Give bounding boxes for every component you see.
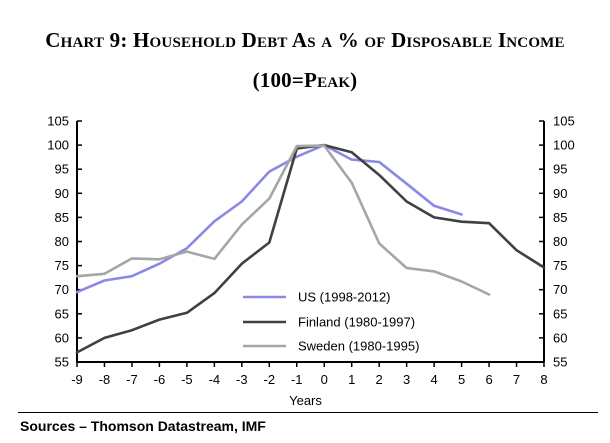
y-tick-label-right: 90 [553, 186, 567, 201]
x-tick-label: 6 [485, 372, 492, 387]
legend-label-1: Finland (1980-1997) [298, 315, 415, 330]
y-tick-label-left: 85 [55, 210, 69, 225]
sources-note: Sources – Thomson Datastream, IMF [20, 418, 266, 434]
x-tick-label: -5 [181, 372, 193, 387]
y-tick-label-right: 95 [553, 162, 567, 177]
x-tick-label: -1 [291, 372, 303, 387]
chart-subtitle: (100=Peak) [252, 68, 358, 92]
y-tick-label-left: 100 [47, 138, 69, 153]
y-tick-label-right: 85 [553, 210, 567, 225]
footer-rule [18, 412, 598, 413]
y-tick-label-right: 80 [553, 234, 567, 249]
x-tick-label: -8 [99, 372, 111, 387]
y-tick-label-left: 95 [55, 162, 69, 177]
x-tick-label: -9 [71, 372, 83, 387]
x-tick-label: -6 [154, 372, 166, 387]
x-tick-label: -7 [126, 372, 138, 387]
y-tick-label-right: 100 [553, 138, 575, 153]
y-tick-label-right: 65 [553, 306, 567, 321]
x-tick-label: 1 [348, 372, 355, 387]
y-tick-label-left: 75 [55, 258, 69, 273]
y-tick-label-left: 80 [55, 234, 69, 249]
x-tick-label: 4 [431, 372, 438, 387]
x-tick-label: 2 [376, 372, 383, 387]
x-tick-label: 0 [321, 372, 328, 387]
legend-label-0: US (1998-2012) [298, 290, 391, 305]
x-tick-label: -4 [209, 372, 221, 387]
y-tick-label-left: 70 [55, 282, 69, 297]
y-tick-label-right: 55 [553, 355, 567, 370]
x-tick-label: -3 [236, 372, 248, 387]
x-tick-label: 5 [458, 372, 465, 387]
series-line-0 [75, 143, 463, 294]
series-line-2 [75, 144, 491, 296]
y-tick-label-right: 60 [553, 330, 567, 345]
x-tick-label: 7 [513, 372, 520, 387]
y-tick-label-left: 55 [55, 355, 69, 370]
series-lines [75, 143, 546, 354]
y-tick-label-left: 60 [55, 330, 69, 345]
y-tick-label-right: 75 [553, 258, 567, 273]
y-tick-label-left: 65 [55, 306, 69, 321]
y-tick-label-left: 105 [47, 114, 69, 129]
y-tick-label-right: 70 [553, 282, 567, 297]
y-tick-label-left: 90 [55, 186, 69, 201]
x-tick-label: 3 [403, 372, 410, 387]
chart-title: Chart 9: Household Debt As a % of Dispos… [45, 28, 565, 52]
x-axis-label: Years [289, 393, 322, 408]
legend: US (1998-2012) Finland (1980-1997) Sweden … [243, 290, 419, 354]
x-tick-label: 8 [540, 372, 547, 387]
y-tick-label-right: 105 [553, 114, 575, 129]
legend-label-2: Sweden (1980-1995) [298, 339, 419, 354]
x-tick-label: -2 [264, 372, 276, 387]
